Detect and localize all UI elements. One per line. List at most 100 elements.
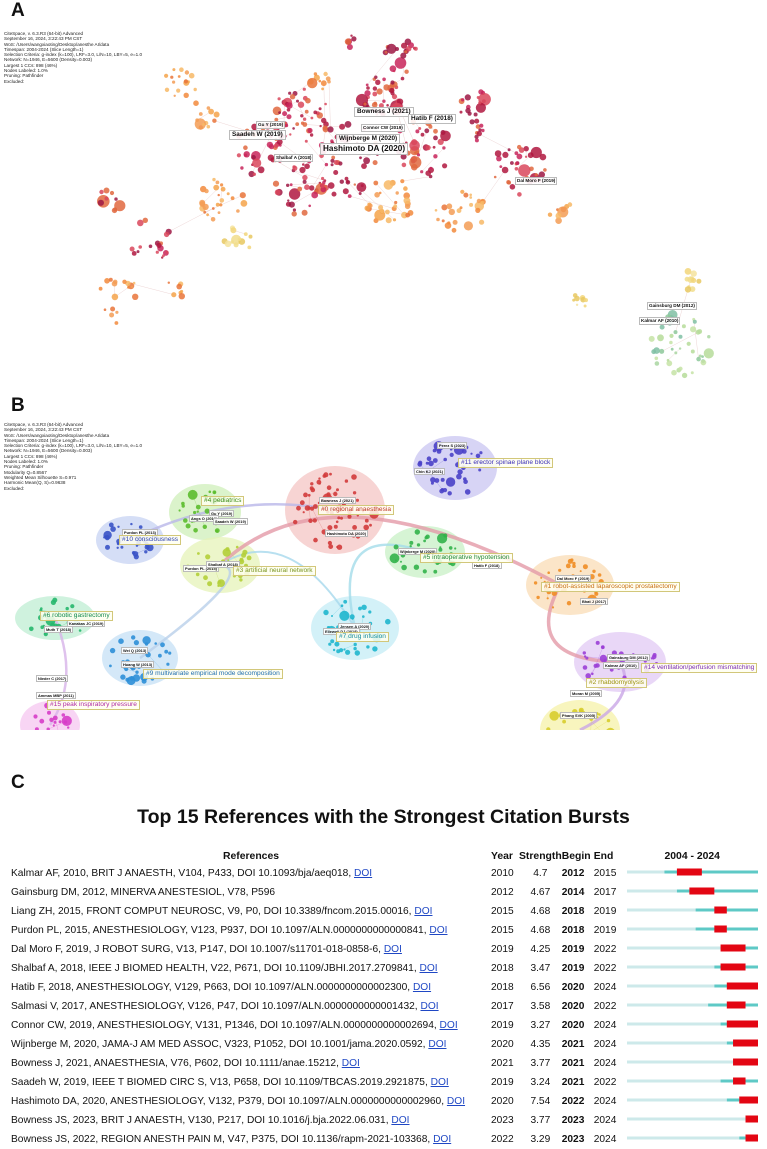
doi-link[interactable]: DOI <box>420 963 438 974</box>
cluster-label: #5 intraoperative hypotension <box>420 553 513 563</box>
network-node <box>420 170 423 173</box>
label-gu-a: Gu Y (2019) <box>256 121 285 129</box>
burst-timeline-cell <box>627 902 758 921</box>
doi-link[interactable]: DOI <box>431 1077 449 1088</box>
network-node <box>401 565 407 571</box>
burst-timeline-cell <box>627 1054 758 1073</box>
network-node <box>104 278 110 284</box>
network-node <box>345 479 348 482</box>
network-node <box>674 330 678 334</box>
network-node <box>112 294 119 301</box>
end-cell: 2019 <box>594 902 627 921</box>
doi-link[interactable]: DOI <box>440 1020 458 1031</box>
doi-link[interactable]: DOI <box>433 1134 451 1145</box>
network-node <box>354 183 356 185</box>
begin-cell: 2014 <box>562 883 594 902</box>
network-node <box>131 635 135 639</box>
network-node <box>696 330 701 335</box>
network-node <box>330 639 334 643</box>
network-node <box>115 321 119 325</box>
burst-segment <box>733 1040 758 1047</box>
node-label: Nieder C (2017) <box>36 675 68 682</box>
network-node <box>358 607 362 611</box>
doi-link[interactable]: DOI <box>342 1058 360 1069</box>
network-node <box>354 643 357 646</box>
network-node <box>475 208 480 213</box>
doi-link[interactable]: DOI <box>414 906 432 917</box>
begin-cell: 2022 <box>562 1092 594 1111</box>
doi-link[interactable]: DOI <box>429 925 447 936</box>
burst-timeline <box>627 1016 758 1032</box>
burst-timeline-cell <box>627 1035 758 1054</box>
network-node <box>343 648 345 650</box>
year-cell: 2023 <box>491 1111 519 1130</box>
network-node <box>494 176 497 179</box>
network-node <box>364 90 370 96</box>
network-node <box>227 192 230 195</box>
network-node <box>350 35 352 37</box>
network-node <box>179 67 184 72</box>
doi-link[interactable]: DOI <box>354 868 372 879</box>
network-node <box>134 554 139 559</box>
network-node <box>395 47 399 51</box>
network-node <box>433 146 436 149</box>
network-node <box>515 161 519 165</box>
network-node <box>671 370 677 376</box>
burst-segment <box>733 1078 745 1085</box>
network-node <box>313 111 317 115</box>
doi-link[interactable]: DOI <box>384 944 402 955</box>
pre-publication-segment <box>627 1023 721 1026</box>
network-node <box>429 175 433 179</box>
network-node <box>452 228 457 233</box>
network-node <box>313 518 317 522</box>
strength-cell: 4.35 <box>519 1035 562 1054</box>
network-node <box>477 199 481 203</box>
network-node <box>305 140 308 143</box>
network-node <box>548 213 552 217</box>
table-row: Salmasi V, 2017, ANESTHESIOLOGY, V126, P… <box>11 997 758 1016</box>
network-node <box>336 488 339 491</box>
doi-link[interactable]: DOI <box>391 1115 409 1126</box>
network-node <box>308 205 311 208</box>
doi-link[interactable]: DOI <box>428 1039 446 1050</box>
network-node <box>286 102 293 109</box>
doi-link[interactable]: DOI <box>447 1096 465 1107</box>
network-node <box>517 154 523 160</box>
network-node <box>133 282 136 285</box>
network-node <box>287 114 292 119</box>
network-node <box>517 192 522 197</box>
network-node <box>118 638 124 644</box>
network-node <box>395 57 407 69</box>
reference-text: Dal Moro F, 2019, J ROBOT SURG, V13, P14… <box>11 944 381 955</box>
reference-text: Kalmar AF, 2010, BRIT J ANAESTH, V104, P… <box>11 868 351 879</box>
network-node <box>240 192 246 198</box>
burst-segment <box>745 1135 757 1142</box>
begin-cell: 2021 <box>562 1054 594 1073</box>
network-node <box>297 187 302 192</box>
network-node <box>669 334 673 338</box>
network-node <box>109 313 114 318</box>
network-node <box>252 158 261 167</box>
network-node <box>109 665 112 668</box>
doi-link[interactable]: DOI <box>420 1001 438 1012</box>
network-node <box>132 551 136 555</box>
network-node <box>651 657 653 659</box>
network-node <box>54 721 57 724</box>
network-node <box>105 197 109 201</box>
network-node <box>299 167 305 173</box>
network-node <box>442 163 447 168</box>
network-node <box>33 714 37 718</box>
network-node <box>176 284 182 290</box>
reference-text: Liang ZH, 2015, FRONT COMPUT NEUROSC, V9… <box>11 906 412 917</box>
network-node <box>215 530 218 533</box>
network-node <box>701 360 707 366</box>
network-edge <box>329 82 331 130</box>
network-node <box>351 36 356 41</box>
network-node <box>104 188 110 194</box>
table-row: Bowness JS, 2022, REGION ANESTH PAIN M, … <box>11 1130 758 1149</box>
pre-publication-segment <box>627 1137 739 1140</box>
network-node <box>534 581 537 584</box>
network-node <box>547 597 549 599</box>
doi-link[interactable]: DOI <box>413 982 431 993</box>
network-node <box>336 649 340 653</box>
